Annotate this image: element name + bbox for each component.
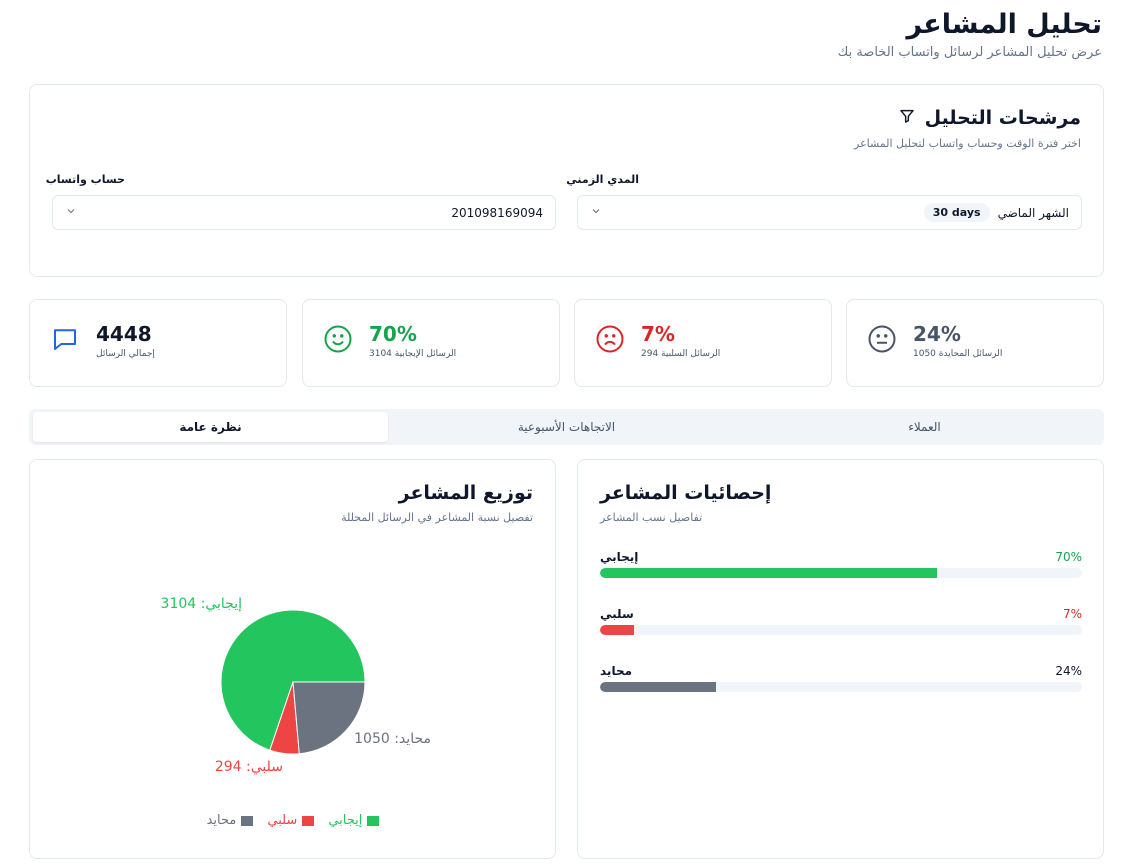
- stat-label: الرسائل الإيجابية 3104: [369, 349, 457, 359]
- progress-fill: [600, 625, 634, 635]
- bar-label: إيجابي: [600, 550, 639, 564]
- chevron-down-icon: [590, 205, 602, 220]
- pie-chart: إيجابي: 3104 سلبي: 294 محايد: 1050: [161, 596, 431, 775]
- pie-slice-neutral: [292, 681, 366, 755]
- stat-card-negative: 7% الرسائل السلبية 294: [574, 299, 832, 387]
- filters-card: مرشحات التحليل اختر فترة الوقت وحساب وات…: [29, 84, 1104, 277]
- slice-label-neutral: محايد: 1050: [354, 731, 431, 747]
- tab-overview[interactable]: نظرة عامة: [33, 412, 388, 442]
- progress-fill: [600, 568, 938, 578]
- page-title: تحليل المشاعر: [906, 9, 1103, 40]
- account-value: 201098169094: [451, 205, 543, 220]
- bar-label: محايد: [600, 664, 633, 678]
- legend-label: سلبي: [267, 813, 298, 828]
- stat-value: 24%: [913, 322, 961, 346]
- smile-face-icon: [323, 324, 353, 358]
- panel-title: توزيع المشاعر: [398, 482, 533, 504]
- bar-percent: 24%: [1055, 664, 1082, 678]
- page-subtitle: عرض تحليل المشاعر لرسائل واتساب الخاصة ب…: [837, 45, 1102, 60]
- progress-fill: [600, 682, 716, 692]
- legend-label: إيجابي: [328, 813, 363, 828]
- neutral-face-icon: [867, 324, 897, 358]
- message-icon: [50, 324, 80, 358]
- legend-swatch: [367, 815, 380, 826]
- distribution-card: توزيع المشاعر تفصيل نسبة المشاعر في الرس…: [29, 459, 556, 859]
- filters-title: مرشحات التحليل: [924, 107, 1081, 129]
- panel-description: تفاصيل نسب المشاعر: [600, 511, 703, 524]
- period-label: المدي الزمني: [566, 173, 639, 186]
- stat-card-total: 4448 إجمالي الرسائل: [29, 299, 287, 387]
- legend-item-negative: سلبي: [267, 813, 315, 828]
- legend-swatch: [302, 815, 315, 826]
- period-badge: 30 days: [923, 203, 990, 222]
- stat-card-positive: 70% الرسائل الإيجابية 3104: [302, 299, 560, 387]
- progress-track: [600, 568, 1082, 578]
- account-label: حساب واتساب: [45, 173, 125, 186]
- progress-track: [600, 682, 1082, 692]
- pie-slice-positive: [220, 609, 366, 751]
- tabs-bar: العملاء الاتجاهات الأسبوعية نظرة عامة: [29, 409, 1104, 445]
- stat-value: 7%: [641, 322, 675, 346]
- filters-heading: مرشحات التحليل: [899, 107, 1081, 129]
- stat-label: إجمالي الرسائل: [96, 349, 155, 359]
- legend-item-neutral: محايد: [207, 813, 254, 828]
- progress-track: [600, 625, 1082, 635]
- stat-label: الرسائل السلبية 294: [641, 349, 721, 359]
- panel-description: تفصيل نسبة المشاعر في الرسائل المحللة: [341, 511, 533, 524]
- slice-label-positive: إيجابي: 3104: [161, 596, 243, 612]
- legend-swatch: [241, 815, 254, 826]
- stat-value: 70%: [369, 322, 417, 346]
- period-value: الشهر الماضي: [997, 205, 1069, 220]
- chevron-down-icon: [65, 205, 77, 220]
- chart-legend: محايد سلبي إيجابي: [30, 813, 556, 828]
- bar-label: سلبي: [600, 607, 634, 621]
- period-select[interactable]: 30 days الشهر الماضي: [577, 195, 1082, 230]
- page-header: تحليل المشاعر عرض تحليل المشاعر لرسائل و…: [838, 8, 1102, 60]
- legend-label: محايد: [206, 813, 237, 828]
- stat-value: 4448: [96, 322, 152, 346]
- panel-title: إحصائيات المشاعر: [600, 482, 772, 504]
- sentiment-stats-card: إحصائيات المشاعر تفاصيل نسب المشاعر إيجا…: [577, 459, 1104, 859]
- stat-label: الرسائل المحايدة 1050: [913, 349, 1003, 359]
- filter-icon: [899, 107, 915, 129]
- account-select[interactable]: 201098169094: [52, 195, 556, 230]
- slice-label-negative: سلبي: 294: [215, 759, 283, 775]
- tab-customers[interactable]: العملاء: [908, 420, 941, 434]
- sad-face-icon: [595, 324, 625, 358]
- filters-description: اختر فترة الوقت وحساب واتساب لتحليل المش…: [854, 137, 1081, 150]
- bar-percent: 7%: [1062, 607, 1082, 621]
- stat-card-neutral: 24% الرسائل المحايدة 1050: [846, 299, 1104, 387]
- bar-percent: 70%: [1055, 550, 1082, 564]
- tab-weekly-trends[interactable]: الاتجاهات الأسبوعية: [517, 420, 616, 434]
- legend-item-positive: إيجابي: [328, 813, 380, 828]
